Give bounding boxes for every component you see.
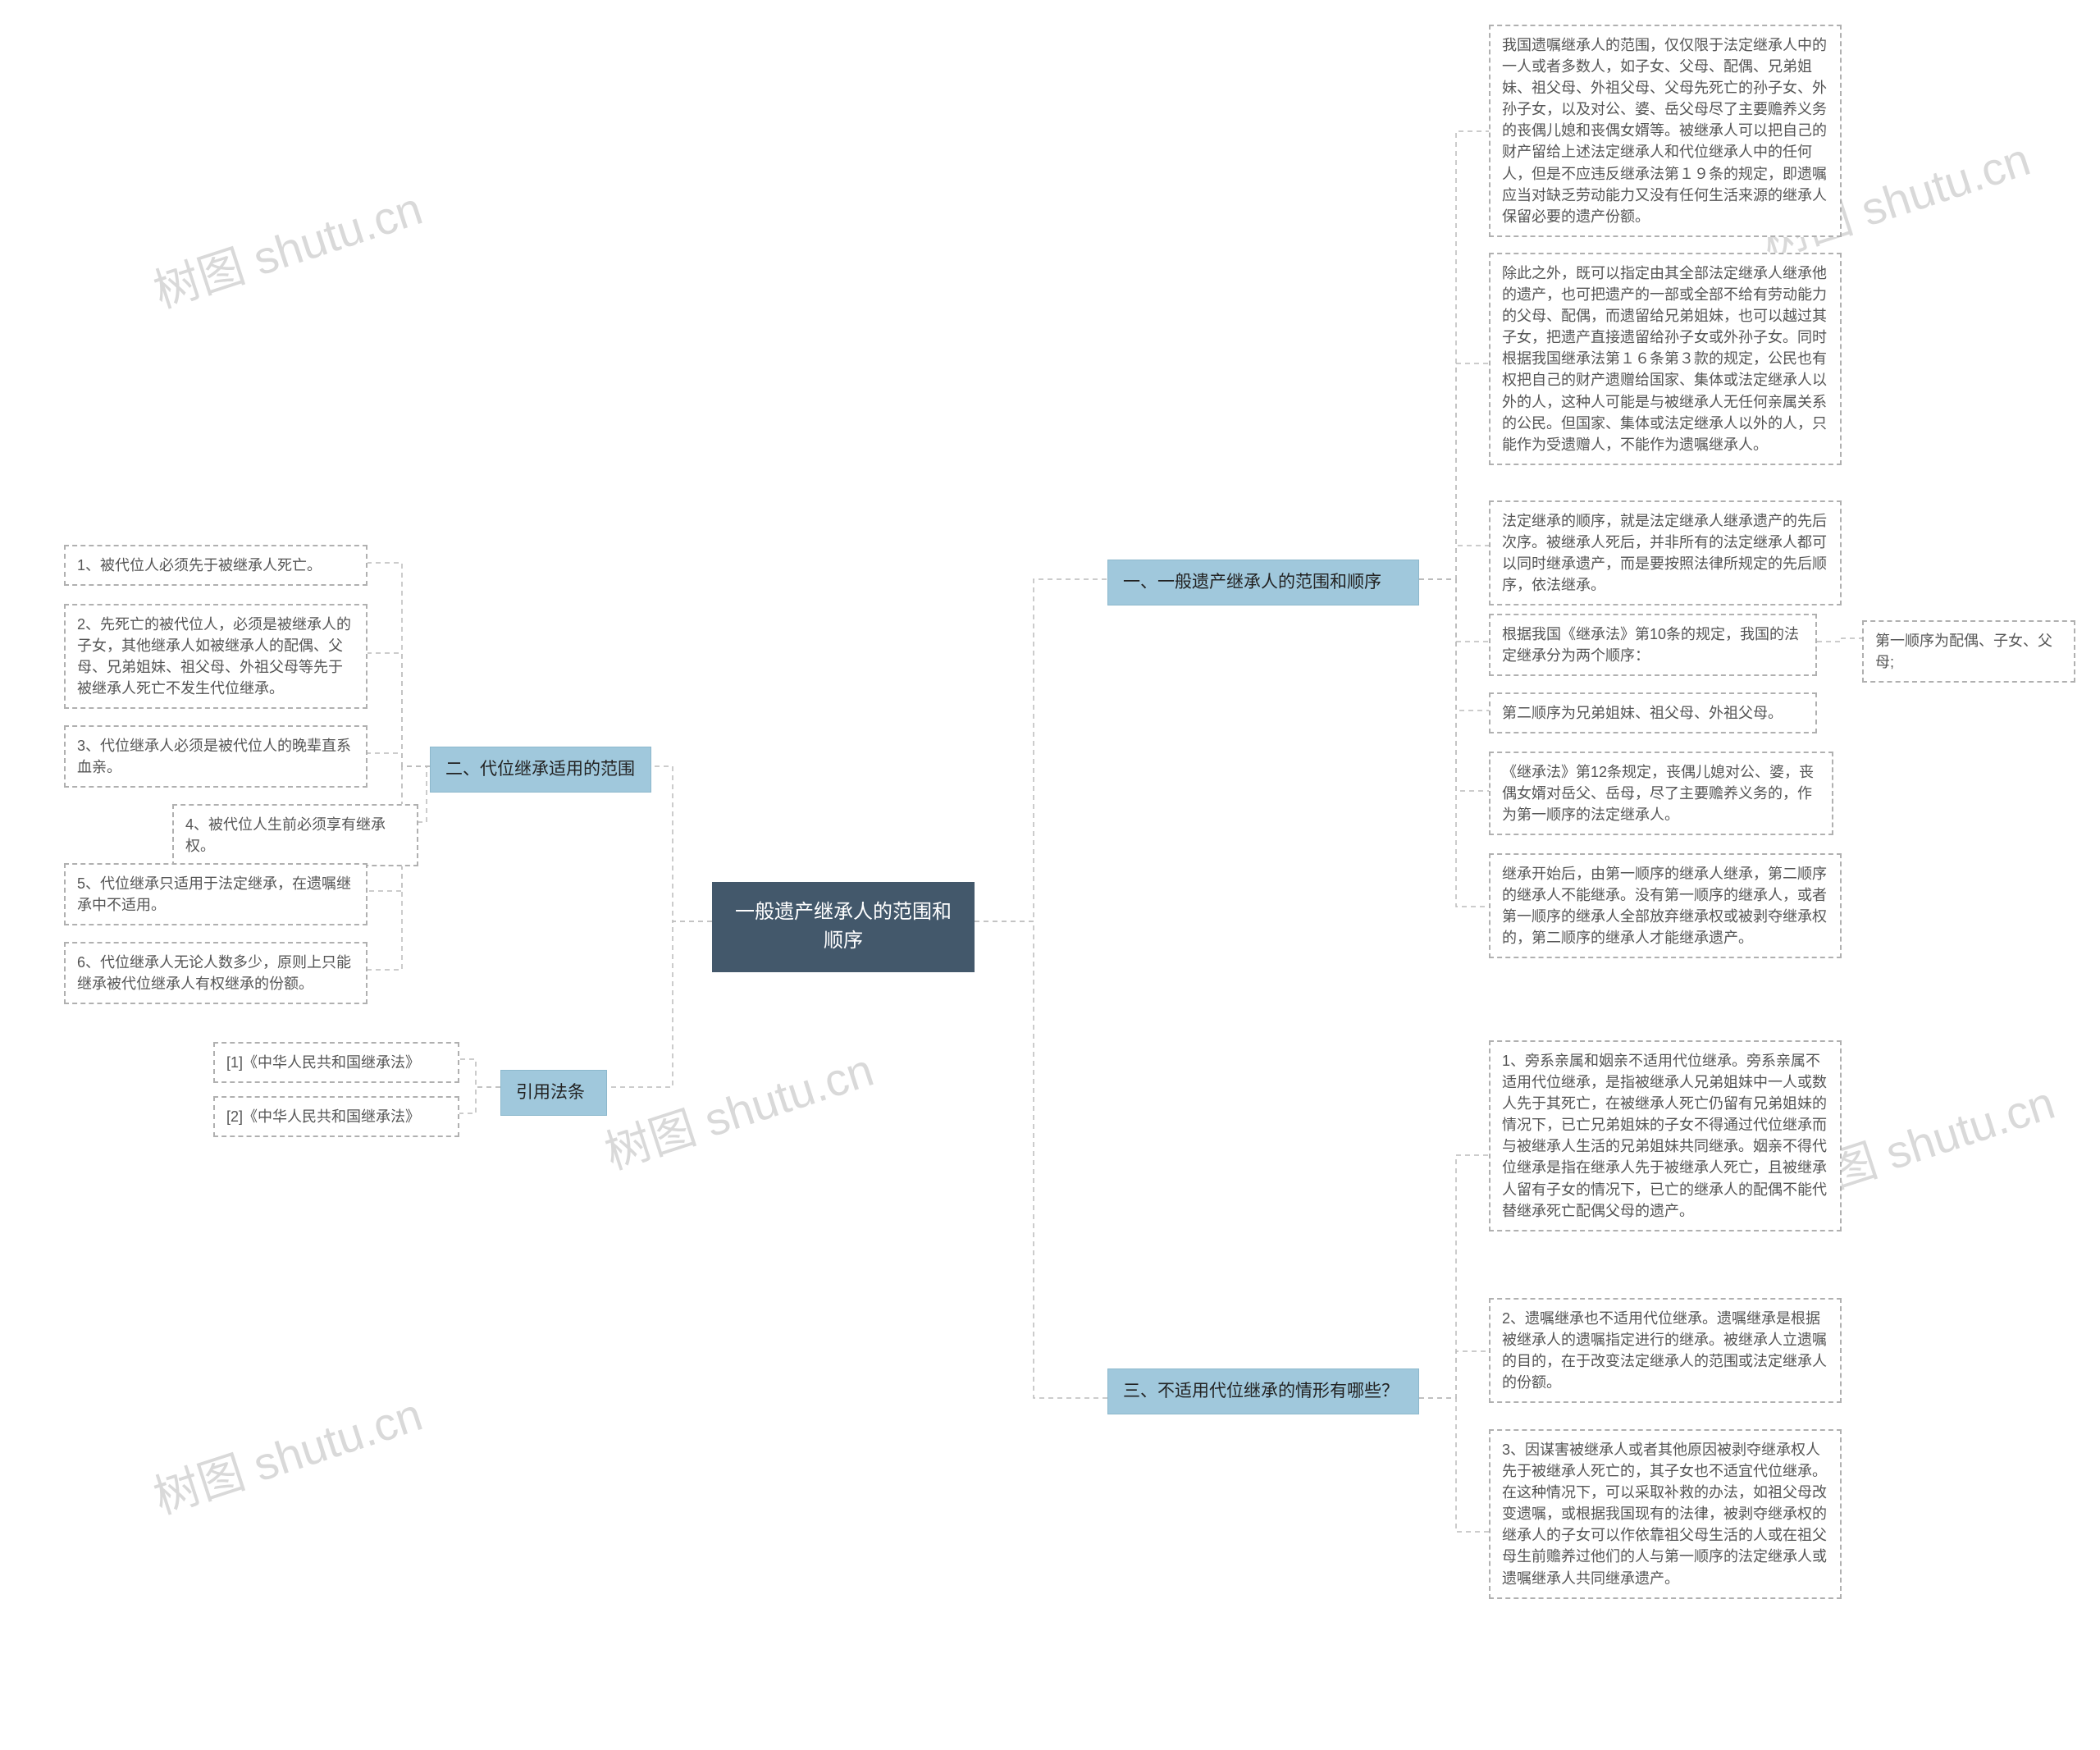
leaf-3-3[interactable]: 3、因谋害被继承人或者其他原因被剥夺继承权人先于被继承人死亡的，其子女也不适宜代… (1489, 1429, 1842, 1599)
center-title-line1: 一般遗产继承人的范围和 (735, 901, 952, 923)
branch-4[interactable]: 引用法条 (500, 1070, 607, 1116)
leaf-1-5[interactable]: 第二顺序为兄弟姐妹、祖父母、外祖父母。 (1489, 692, 1817, 733)
branch-3[interactable]: 三、不适用代位继承的情形有哪些？ (1107, 1368, 1419, 1414)
leaf-4-2[interactable]: [2]《中华人民共和国继承法》 (213, 1096, 459, 1137)
leaf-3-1[interactable]: 1、旁系亲属和姻亲不适用代位继承。旁系亲属不适用代位继承，是指被继承人兄弟姐妹中… (1489, 1040, 1842, 1231)
leaf-2-6[interactable]: 6、代位继承人无论人数多少，原则上只能继承被代位继承人有权继承的份额。 (64, 942, 368, 1004)
branch-2[interactable]: 二、代位继承适用的范围 (430, 747, 651, 793)
leaf-4-1[interactable]: [1]《中华人民共和国继承法》 (213, 1042, 459, 1083)
leaf-1-1[interactable]: 我国遗嘱继承人的范围，仅仅限于法定继承人中的一人或者多数人，如子女、父母、配偶、… (1489, 25, 1842, 237)
leaf-1-4[interactable]: 根据我国《继承法》第10条的规定，我国的法定继承分为两个顺序： (1489, 614, 1817, 676)
leaf-2-1[interactable]: 1、被代位人必须先于被继承人死亡。 (64, 545, 368, 586)
leaf-1-6[interactable]: 《继承法》第12条规定，丧偶儿媳对公、婆，丧偶女婿对岳父、岳母，尽了主要赡养义务… (1489, 752, 1833, 835)
mindmap-canvas: 树图 shutu.cn 树图 shutu.cn 树图 shutu.cn 树图 s… (0, 0, 2100, 1750)
leaf-2-4[interactable]: 4、被代位人生前必须享有继承权。 (172, 804, 418, 866)
leaf-1-3[interactable]: 法定继承的顺序，就是法定继承人继承遗产的先后次序。被继承人死后，并非所有的法定继… (1489, 500, 1842, 605)
leaf-2-5[interactable]: 5、代位继承只适用于法定继承，在遗嘱继承中不适用。 (64, 863, 368, 925)
branch-1[interactable]: 一、一般遗产继承人的范围和顺序 (1107, 560, 1419, 605)
watermark: 树图 shutu.cn (144, 1378, 430, 1528)
leaf-3-2[interactable]: 2、遗嘱继承也不适用代位继承。遗嘱继承是根据被继承人的遗嘱指定进行的继承。被继承… (1489, 1298, 1842, 1403)
leaf-1-2[interactable]: 除此之外，既可以指定由其全部法定继承人继承他的遗产，也可把遗产的一部或全部不给有… (1489, 253, 1842, 465)
center-node[interactable]: 一般遗产继承人的范围和 顺序 (712, 882, 975, 972)
watermark: 树图 shutu.cn (144, 172, 430, 322)
leaf-2-2[interactable]: 2、先死亡的被代位人，必须是被继承人的子女，其他继承人如被继承人的配偶、父母、兄… (64, 604, 368, 709)
leaf-1-7[interactable]: 继承开始后，由第一顺序的继承人继承，第二顺序的继承人不能继承。没有第一顺序的继承… (1489, 853, 1842, 958)
leaf-1-4-1[interactable]: 第一顺序为配偶、子女、父母; (1862, 620, 2075, 683)
watermark: 树图 shutu.cn (596, 1034, 881, 1183)
center-title-line2: 顺序 (824, 930, 863, 952)
leaf-2-3[interactable]: 3、代位继承人必须是被代位人的晚辈直系血亲。 (64, 725, 368, 788)
